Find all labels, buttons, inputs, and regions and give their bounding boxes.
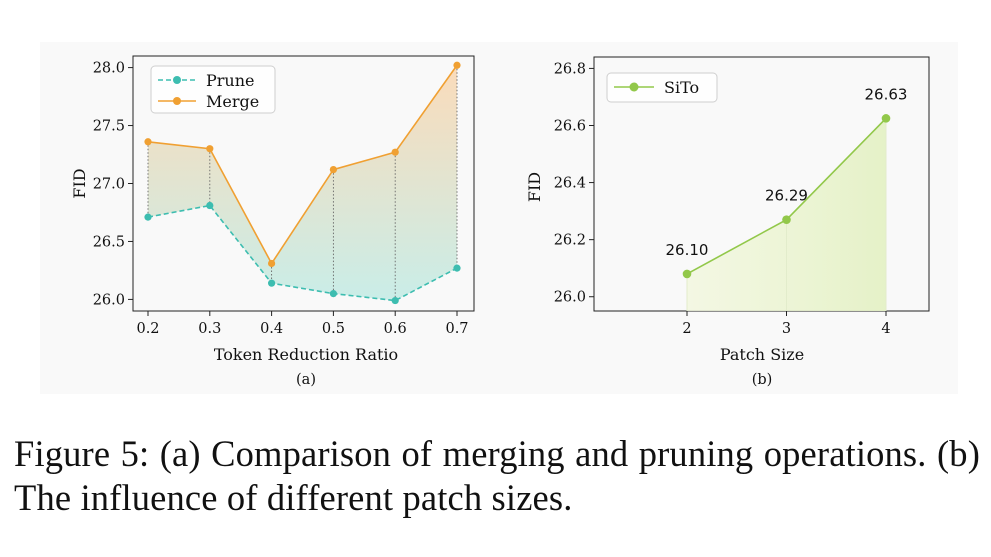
sito-data-label: 26.10 <box>666 241 709 259</box>
chart-b-ytick-label: 26.4 <box>554 176 586 192</box>
chart-b-ylabel: FID <box>525 172 544 202</box>
merge-point <box>391 148 399 156</box>
legend-merge-marker <box>173 97 181 105</box>
chart-a-xtick-label: 0.2 <box>136 321 159 337</box>
merge-point <box>453 61 461 69</box>
merge-point <box>144 138 152 146</box>
prune-point <box>453 264 461 272</box>
prune-point <box>206 201 214 210</box>
chart-a-ytick-label: 26.0 <box>93 292 125 308</box>
chart-a-xlabel: Token Reduction Ratio <box>214 345 398 364</box>
figure-caption: Figure 5: (a) Comparison of merging and … <box>14 433 980 518</box>
merge-point <box>329 165 337 174</box>
legend-sito-marker <box>629 82 639 92</box>
chart-b-xlabel: Patch Size <box>720 345 804 364</box>
chart-a-ytick-label: 26.5 <box>93 234 125 250</box>
series-merge-line <box>147 64 458 266</box>
sito-point <box>782 215 791 224</box>
sito-point <box>881 114 891 123</box>
chart-a-ytick-label: 27.5 <box>93 119 125 135</box>
chart-b-legend-box <box>606 72 718 103</box>
merge-point <box>268 259 276 268</box>
chart-b-legend: SiTo <box>606 72 718 103</box>
legend-prune-marker <box>173 76 181 84</box>
prune-point <box>391 296 399 305</box>
chart-a-legend: Prune Merge <box>150 65 276 114</box>
chart-b-subplot-label: (b) <box>752 372 773 388</box>
legend-sito-label: SiTo <box>664 78 699 97</box>
sito-data-label: 26.29 <box>765 187 808 205</box>
sito-data-label: 26.63 <box>865 85 908 103</box>
chart-a-fill-area <box>148 65 457 301</box>
series-prune-line <box>147 204 458 302</box>
legend-merge-label: Merge <box>206 92 259 111</box>
figure-charts: 26.026.527.027.528.0 0.2 0.3 0.4 0.5 0.6 0.7 … <box>70 55 930 388</box>
chart-a: 26.026.527.027.528.0 0.2 0.3 0.4 0.5 0.6 0.7 … <box>70 55 475 388</box>
chart-b: 26.10 26.29 26.63 26.0 26.2 26.4 26.6 26.8 2 3 4… <box>525 56 930 388</box>
chart-a-ytick-label: 28.0 <box>93 61 125 77</box>
chart-a-xtick-label: 0.4 <box>260 321 283 337</box>
prune-point <box>268 279 276 287</box>
prune-point <box>144 213 152 221</box>
chart-a-xtick-label: 0.7 <box>445 321 468 337</box>
prune-point <box>329 290 337 298</box>
chart-b-xtick-label: 3 <box>782 321 791 337</box>
merge-point <box>206 145 214 153</box>
chart-b-ytick-label: 26.0 <box>554 290 586 306</box>
legend-prune-label: Prune <box>206 71 255 90</box>
chart-a-xtick-label: 0.3 <box>198 321 221 337</box>
sito-point <box>682 269 692 279</box>
chart-b-ytick-label: 26.2 <box>554 233 586 249</box>
chart-a-xtick-label: 0.6 <box>384 321 407 337</box>
chart-a-ylabel: FID <box>70 168 89 198</box>
chart-a-ytick-label: 27.0 <box>93 177 125 193</box>
chart-a-xtick-label: 0.5 <box>322 321 345 337</box>
chart-b-xtick-label: 2 <box>682 321 691 337</box>
chart-b-xtick-label: 4 <box>881 321 890 337</box>
chart-a-subplot-label: (a) <box>296 372 316 388</box>
chart-b-ytick-label: 26.6 <box>554 118 586 134</box>
chart-b-ytick-label: 26.8 <box>554 61 586 77</box>
chart-b-fill-area <box>687 118 886 311</box>
